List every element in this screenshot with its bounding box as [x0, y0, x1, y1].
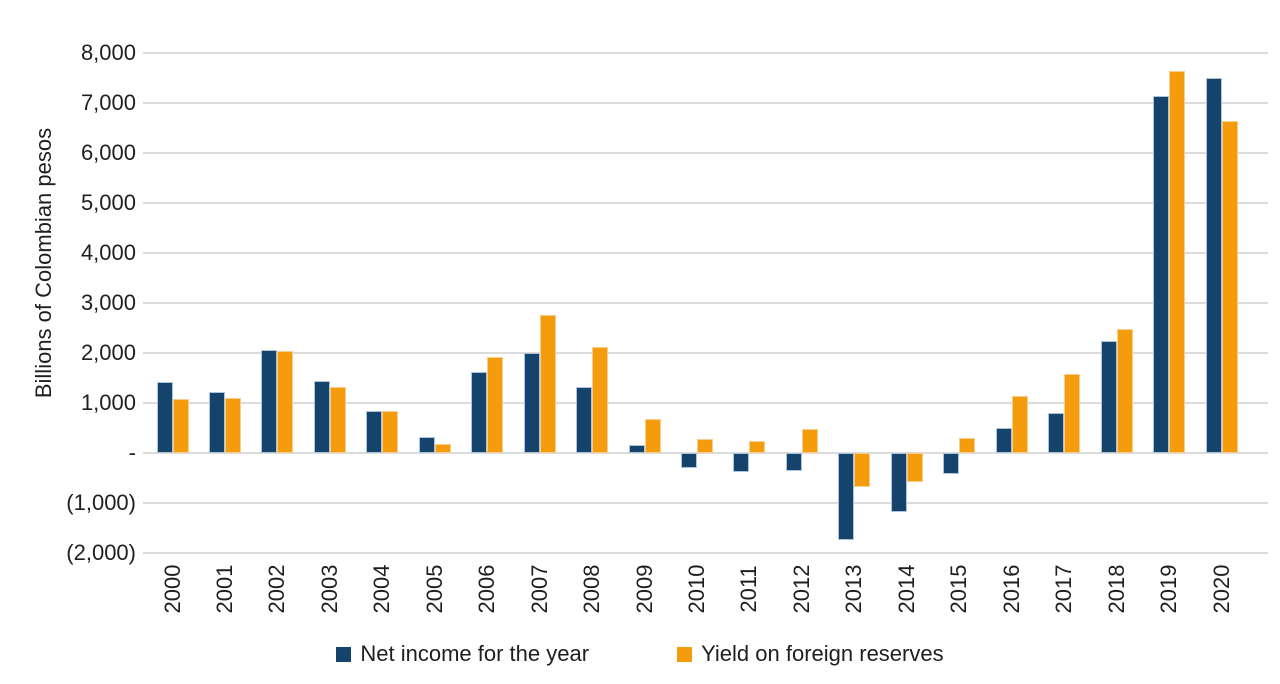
bar-net-income-2010: [681, 453, 697, 468]
gridline-8000: [143, 52, 1268, 54]
bar-yield-2001: [224, 398, 241, 453]
x-tick-label-2013: 2013: [841, 564, 867, 614]
x-tick-label-2000: 2000: [159, 564, 185, 614]
x-tick-label-2016: 2016: [998, 564, 1024, 614]
bar-yield-2014: [906, 453, 923, 482]
x-tick-label-2014: 2014: [893, 564, 919, 614]
y-tick-label: 4,000: [80, 240, 136, 265]
x-tick-label-2002: 2002: [264, 564, 290, 614]
bar-net-income-2004: [366, 411, 383, 453]
x-tick-label-2005: 2005: [421, 564, 447, 614]
bar-net-income-2012: [785, 453, 802, 471]
bar-yield-2006: [487, 356, 504, 453]
bar-net-income-2001: [208, 391, 225, 453]
bar-net-income-2009: [628, 444, 645, 453]
y-tick-label: 1,000: [80, 390, 136, 415]
bar-yield-2010: [697, 439, 713, 453]
bar-net-income-2006: [471, 371, 488, 453]
bar-net-income-2019: [1153, 95, 1170, 453]
y-tick-label: 2,000: [80, 340, 136, 365]
bar-net-income-2002: [261, 349, 278, 453]
y-tick-label: 5,000: [80, 190, 136, 215]
gridline-0: [143, 452, 1268, 454]
gridline-5000: [143, 202, 1268, 204]
bar-yield-2003: [329, 386, 346, 453]
x-tick-label-2018: 2018: [1103, 564, 1129, 614]
y-tick-label: (1,000): [66, 490, 136, 515]
bar-yield-2017: [1064, 373, 1081, 453]
legend-swatch-net-income: [336, 646, 352, 662]
plot-area: [143, 52, 1268, 554]
bar-yield-2008: [592, 347, 609, 453]
x-tick-label-2004: 2004: [369, 564, 395, 614]
bar-net-income-2005: [418, 436, 435, 453]
legend-label-yield: Yield on foreign reserves: [701, 641, 944, 666]
gridline-6000: [143, 152, 1268, 154]
bar-yield-2016: [1011, 396, 1028, 453]
x-tick-label-2012: 2012: [788, 564, 814, 614]
bar-net-income-2020: [1205, 78, 1222, 453]
bar-yield-2009: [644, 418, 661, 453]
x-tick-label-2007: 2007: [526, 564, 552, 614]
bar-net-income-2014: [890, 453, 907, 512]
bar-yield-2002: [277, 351, 294, 453]
bar-net-income-2018: [1100, 340, 1117, 453]
gridline-7000: [143, 102, 1268, 104]
y-tick-label: 6,000: [80, 140, 136, 165]
x-tick-label-2001: 2001: [211, 564, 237, 614]
x-tick-label-2009: 2009: [631, 564, 657, 614]
legend-swatch-yield: [677, 646, 693, 662]
x-tick-label-2020: 2020: [1208, 564, 1234, 614]
bar-net-income-2008: [576, 386, 593, 453]
legend-item-yield: Yield on foreign reserves: [677, 641, 944, 667]
bar-yield-2005: [434, 444, 451, 453]
bar-yield-2004: [382, 410, 399, 453]
bar-yield-2013: [854, 453, 871, 487]
bar-yield-2019: [1169, 70, 1186, 453]
x-tick-label-2008: 2008: [579, 564, 605, 614]
bar-net-income-2017: [1048, 412, 1065, 453]
gridline--1000: [143, 502, 1268, 504]
x-tick-label-2017: 2017: [1051, 564, 1077, 614]
bar-net-income-2011: [733, 453, 750, 472]
gridline-4000: [143, 252, 1268, 254]
x-tick-label-2015: 2015: [946, 564, 972, 614]
bar-net-income-2007: [523, 353, 540, 453]
x-tick-label-2010: 2010: [684, 564, 709, 614]
bar-net-income-2016: [995, 427, 1012, 453]
x-tick-label-2011: 2011: [736, 565, 762, 613]
legend: Net income for the year Yield on foreign…: [0, 641, 1280, 667]
bar-yield-2007: [539, 315, 556, 453]
gridline--2000: [143, 552, 1268, 554]
x-tick-label-2003: 2003: [316, 564, 342, 614]
bar-yield-2012: [801, 429, 818, 453]
bar-net-income-2000: [156, 381, 173, 453]
bar-net-income-2003: [313, 380, 330, 453]
bar-yield-2011: [749, 441, 766, 453]
y-tick-label: 3,000: [80, 290, 136, 315]
y-tick-label: -: [128, 440, 136, 465]
legend-item-net-income: Net income for the year: [336, 641, 589, 667]
bar-yield-2018: [1116, 328, 1133, 453]
x-tick-label-2019: 2019: [1156, 564, 1182, 614]
legend-label-net-income: Net income for the year: [360, 641, 590, 666]
gridline-2000: [143, 352, 1268, 354]
gridline-3000: [143, 302, 1268, 304]
bar-yield-2020: [1221, 121, 1238, 453]
x-tick-label-2006: 2006: [474, 564, 500, 614]
bar-yield-2000: [172, 399, 189, 453]
y-tick-label: 7,000: [80, 90, 136, 115]
y-tick-label: 8,000: [80, 40, 136, 65]
gridline-1000: [143, 402, 1268, 404]
bar-yield-2015: [959, 437, 976, 453]
bar-net-income-2015: [943, 453, 960, 474]
y-tick-label: (2,000): [66, 540, 136, 565]
bar-net-income-2013: [838, 453, 855, 540]
